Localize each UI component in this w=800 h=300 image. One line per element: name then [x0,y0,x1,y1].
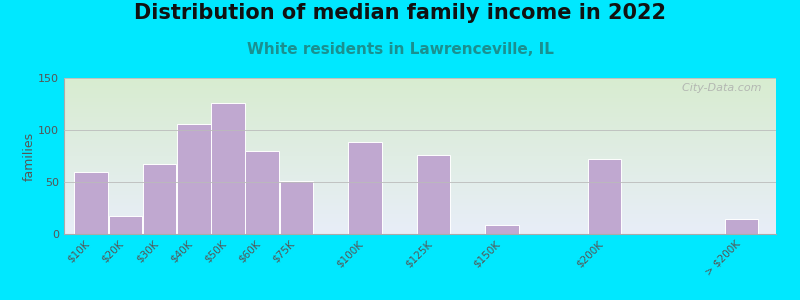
Text: Distribution of median family income in 2022: Distribution of median family income in … [134,3,666,23]
Bar [177,124,210,234]
Bar [74,172,108,234]
Bar [109,216,142,234]
Text: City-Data.com: City-Data.com [675,83,762,93]
Bar [280,181,314,234]
Bar [417,155,450,234]
Y-axis label: families: families [22,131,35,181]
Bar [725,219,758,234]
Bar [246,151,279,234]
Bar [348,142,382,234]
Bar [588,159,622,234]
Text: White residents in Lawrenceville, IL: White residents in Lawrenceville, IL [246,42,554,57]
Bar [485,225,518,234]
Bar [211,103,245,234]
Bar [142,164,176,234]
